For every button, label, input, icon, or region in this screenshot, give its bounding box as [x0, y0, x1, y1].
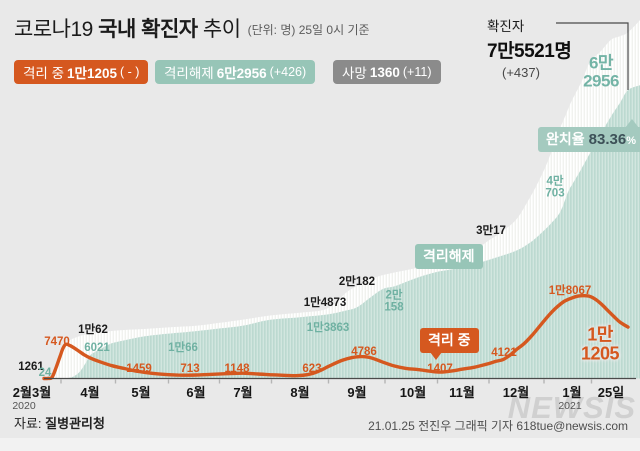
stat-quarantine-label: 격리 중 — [23, 66, 65, 81]
x-tick-label: 25일 — [597, 385, 625, 400]
chart-annotation: 1만1205 — [580, 324, 620, 364]
stat-badge-quarantine: 격리 중 1만1205 ( - ) — [14, 60, 149, 84]
stat-quarantine-delta: ( - ) — [119, 65, 140, 79]
stat-deaths-delta: (+11) — [402, 65, 432, 79]
recovery-rate-label: 완치율 — [546, 131, 585, 147]
source-line: 자료: 질병관리청 — [14, 413, 105, 432]
x-tick-label: 12월 — [502, 385, 530, 400]
page-title: 코로나19 국내 확진자 추이 (단위: 명) 25일 0시 기준 — [14, 13, 370, 43]
confirmed-label: 확진자 — [487, 19, 525, 34]
x-tick-label: 6월 — [186, 385, 206, 400]
confirmed-value: 7만5521명 — [487, 41, 572, 62]
source-value: 질병관리청 — [45, 416, 105, 431]
stat-released-delta: (+426) — [269, 65, 307, 79]
chart-annotation: 1만62 — [78, 323, 108, 336]
x-tick-label: 7월 — [233, 385, 253, 400]
chart-annotation: 7470 — [44, 335, 70, 348]
confirmed-delta: (+437) — [502, 65, 540, 80]
chart-annotation: 2만 158 — [384, 289, 404, 314]
stat-badge-released: 격리해제 6만2956 (+426) — [155, 60, 316, 84]
title-note: (단위: 명) 25일 0시 기준 — [247, 23, 370, 37]
stat-released-label: 격리해제 — [164, 66, 214, 81]
active-line-badge: 격리 중 — [420, 328, 479, 360]
chart-annotation: 2만182 — [338, 275, 376, 288]
x-tick-label: 2월3월 — [12, 385, 52, 400]
x-tick-label: 8월 — [290, 385, 310, 400]
x-tick-label: 4월 — [80, 385, 100, 400]
year-label: 2020 — [12, 400, 36, 412]
title-bold: 국내 확진자 — [98, 18, 198, 41]
chart-annotation: 1만66 — [168, 341, 198, 354]
chart-annotation: 4786 — [351, 345, 377, 358]
released-area-badge: 격리해제 — [415, 244, 483, 269]
recovery-rate-badge: 완치율 83.36% — [538, 119, 640, 152]
recovery-rate-unit: % — [626, 135, 636, 147]
x-tick-label: 9월 — [347, 385, 367, 400]
chart-annotation: 1만4873 — [303, 296, 347, 309]
chart-annotation: 713 — [180, 362, 200, 375]
chart-annotation: 1261 — [18, 360, 44, 373]
chart-annotation: 4만 703 — [545, 175, 565, 200]
chart-annotation: 1만8067 — [548, 284, 592, 297]
x-tick-label: 5월 — [131, 385, 151, 400]
newsis-watermark: NEWSIS — [507, 390, 636, 425]
chart-annotation: 1459 — [126, 362, 152, 375]
chart-annotation: 24 — [38, 366, 52, 379]
title-prefix: 코로나19 — [14, 18, 99, 41]
stat-deaths-value: 1360 — [369, 64, 400, 80]
source-label: 자료: — [14, 416, 46, 431]
x-tick-label: 11월 — [449, 385, 475, 400]
credit-text: 21.01.25 전진우 그래픽 기자 618tue@newsis.com — [368, 419, 628, 433]
stat-released-value: 6만2956 — [216, 66, 267, 81]
chart-annotation: 1만3863 — [306, 321, 350, 334]
chart-annotation: 6021 — [84, 341, 110, 354]
confirmed-summary: 확진자 7만5521명 (+437) — [487, 15, 572, 80]
stat-deaths-label: 사망 — [342, 66, 367, 81]
bottom-strip — [0, 438, 640, 451]
chart-annotation: 3만17 — [476, 224, 506, 237]
chart-annotation: 4121 — [491, 346, 517, 359]
recovery-rate-value: 83.36 — [588, 131, 627, 148]
title-suffix: 추이 — [197, 18, 241, 41]
chart-annotation: 1148 — [224, 362, 250, 375]
x-tick-label: 10월 — [399, 385, 427, 400]
chart-annotation: 623 — [302, 362, 322, 375]
stat-badge-deaths: 사망 1360 (+11) — [333, 60, 441, 84]
chart-annotation: 6만2956 — [583, 53, 619, 91]
stat-quarantine-value: 1만1205 — [67, 66, 117, 81]
x-tick-label: 1월 — [562, 385, 582, 400]
year-label: 2021 — [558, 400, 582, 412]
chart-annotation: 1407 — [427, 362, 453, 375]
